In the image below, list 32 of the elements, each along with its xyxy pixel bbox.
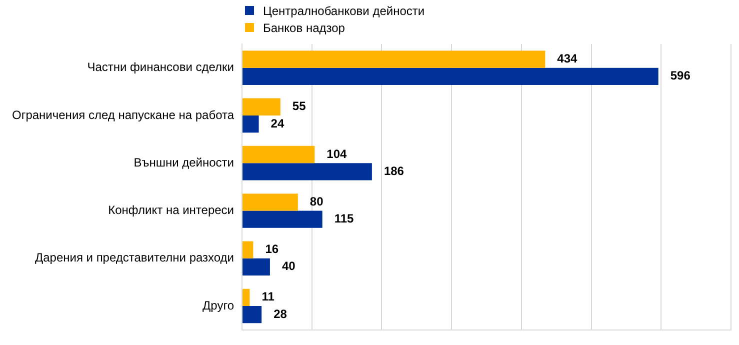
y-tick-label: Конфликт на интереси bbox=[108, 203, 234, 218]
data-label: 55 bbox=[292, 99, 306, 114]
y-tick-label: Частни финансови сделки bbox=[87, 60, 234, 74]
data-label: 16 bbox=[265, 242, 279, 256]
y-tick-label: Дарения и представителни разходи bbox=[34, 250, 234, 265]
bar bbox=[242, 163, 372, 180]
bar bbox=[242, 98, 280, 116]
data-label: 115 bbox=[334, 212, 354, 226]
data-label: 434 bbox=[557, 52, 578, 66]
data-label: 596 bbox=[670, 68, 691, 83]
data-label: 186 bbox=[384, 164, 404, 178]
y-tick-label: Ограничения след напускане на работа bbox=[12, 108, 234, 122]
bar bbox=[242, 115, 259, 133]
y-tick-label: Външни дейности bbox=[134, 155, 234, 170]
bar bbox=[242, 68, 658, 85]
y-tick-label: Друго bbox=[202, 298, 234, 312]
data-label: 104 bbox=[326, 146, 348, 161]
bar bbox=[242, 241, 254, 258]
data-label: 28 bbox=[274, 306, 288, 321]
bar bbox=[242, 258, 270, 276]
bar bbox=[242, 50, 546, 68]
bar bbox=[242, 194, 298, 211]
data-label: 11 bbox=[262, 290, 275, 304]
legend-label: Банков надзор bbox=[263, 20, 345, 34]
bar bbox=[242, 210, 322, 228]
bar bbox=[242, 288, 250, 306]
bar bbox=[242, 306, 262, 324]
bar bbox=[242, 146, 315, 164]
data-label: 80 bbox=[310, 194, 324, 208]
legend-label: Централнобанкови дейности bbox=[263, 4, 425, 18]
data-label: 40 bbox=[282, 259, 296, 274]
data-label: 24 bbox=[270, 116, 284, 130]
